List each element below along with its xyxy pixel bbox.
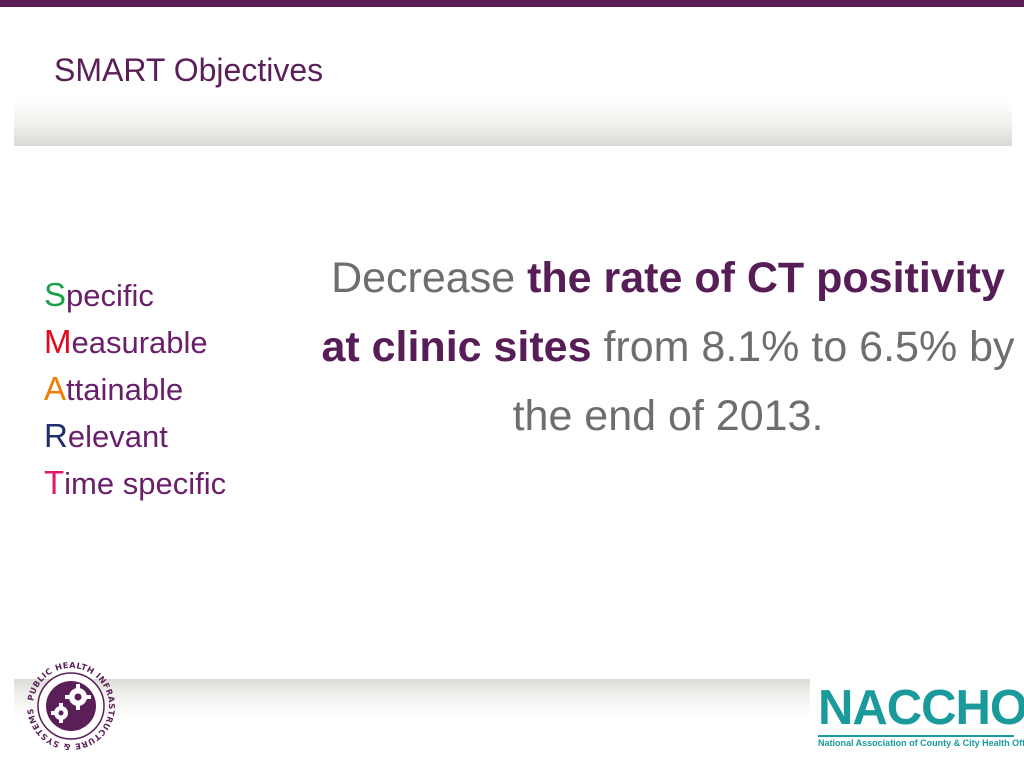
smart-letter: T bbox=[44, 464, 65, 501]
smart-list: Specific Measurable Attainable Relevant … bbox=[44, 272, 226, 507]
naccho-logo: NACCHO National Association of County & … bbox=[818, 681, 1024, 748]
top-accent-bar bbox=[0, 0, 1024, 7]
smart-item-relevant: Relevant bbox=[44, 413, 226, 460]
objective-text-highlight: the rate of CT positivity at clinic site… bbox=[321, 254, 1005, 371]
smart-letter: A bbox=[44, 370, 67, 407]
naccho-wordmark: NACCHO bbox=[818, 681, 1024, 735]
smart-word-rest: easurable bbox=[71, 325, 208, 360]
smart-word-rest: ime specific bbox=[64, 466, 227, 501]
naccho-tagline: National Association of County & City He… bbox=[818, 735, 1024, 748]
smart-letter: R bbox=[44, 417, 68, 454]
smart-word-rest: ttainable bbox=[66, 372, 184, 407]
footer-band bbox=[14, 679, 810, 719]
smart-letter: S bbox=[44, 276, 67, 313]
gear-icon bbox=[51, 684, 91, 723]
smart-item-specific: Specific bbox=[44, 272, 226, 319]
smart-item-measurable: Measurable bbox=[44, 319, 226, 366]
slide-title: SMART Objectives bbox=[54, 52, 324, 88]
public-health-infrastructure-logo: PUBLIC HEALTH INFRASTRUCTURE & SYSTEMS bbox=[25, 660, 117, 752]
smart-item-attainable: Attainable bbox=[44, 366, 226, 413]
smart-letter: M bbox=[44, 323, 72, 360]
objective-statement: Decrease the rate of CT positivity at cl… bbox=[318, 244, 1018, 451]
objective-text-start: Decrease bbox=[331, 254, 528, 302]
objective-text-end: from 8.1% to 6.5% by the end of 2013. bbox=[512, 323, 1015, 440]
smart-word-rest: elevant bbox=[67, 419, 168, 454]
title-band bbox=[14, 100, 1012, 146]
smart-item-time-specific: Time specific bbox=[44, 460, 226, 507]
smart-word-rest: pecific bbox=[66, 278, 154, 313]
